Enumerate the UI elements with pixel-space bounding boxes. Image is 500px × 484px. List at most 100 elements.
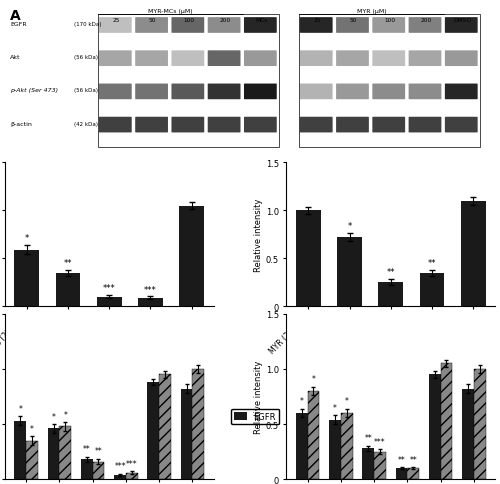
Bar [341, 413, 352, 479]
FancyBboxPatch shape [172, 84, 204, 100]
Text: *: * [52, 412, 56, 421]
Bar [26, 440, 38, 479]
FancyBboxPatch shape [135, 51, 168, 67]
FancyBboxPatch shape [244, 51, 277, 67]
FancyBboxPatch shape [208, 118, 240, 133]
Bar [296, 211, 320, 306]
FancyBboxPatch shape [336, 118, 369, 133]
Legend: EGFR: EGFR [231, 408, 280, 424]
Bar [60, 426, 71, 479]
Text: ***: *** [374, 437, 386, 446]
Text: MCs: MCs [255, 18, 268, 23]
Bar [126, 472, 138, 479]
FancyBboxPatch shape [408, 118, 442, 133]
Text: Akt: Akt [10, 55, 20, 60]
FancyBboxPatch shape [172, 118, 204, 133]
Bar [56, 273, 80, 306]
FancyBboxPatch shape [372, 84, 405, 100]
Text: **: ** [410, 455, 417, 464]
Bar [396, 468, 407, 479]
FancyBboxPatch shape [99, 84, 132, 100]
Bar [374, 452, 386, 479]
Text: DMSO: DMSO [453, 18, 471, 23]
FancyBboxPatch shape [445, 84, 478, 100]
Bar [81, 459, 92, 479]
FancyBboxPatch shape [208, 84, 240, 100]
FancyBboxPatch shape [135, 84, 168, 100]
Text: ***: *** [144, 285, 157, 294]
Text: 100: 100 [384, 18, 395, 23]
Text: **: ** [64, 258, 72, 267]
FancyBboxPatch shape [99, 118, 132, 133]
FancyBboxPatch shape [372, 51, 405, 67]
Text: **: ** [428, 258, 436, 267]
Bar [337, 238, 362, 306]
Text: (42 kDa): (42 kDa) [74, 121, 98, 126]
FancyBboxPatch shape [372, 18, 405, 34]
FancyBboxPatch shape [408, 84, 442, 100]
Text: (56 kDa): (56 kDa) [74, 88, 98, 93]
FancyBboxPatch shape [445, 18, 478, 34]
Bar [114, 475, 126, 479]
Text: **: ** [386, 268, 395, 277]
Text: 50: 50 [148, 18, 156, 23]
Bar [420, 273, 444, 306]
Text: 200: 200 [420, 18, 432, 23]
Y-axis label: Relative intensity: Relative intensity [254, 360, 263, 433]
FancyBboxPatch shape [244, 118, 277, 133]
Text: A: A [10, 9, 20, 23]
Text: β-actin: β-actin [10, 121, 32, 126]
Bar [408, 468, 419, 479]
Bar [181, 389, 192, 479]
Text: **: ** [398, 455, 406, 464]
Text: ***: *** [114, 461, 126, 470]
Text: *: * [30, 424, 34, 433]
Bar [180, 206, 204, 306]
Bar [98, 15, 280, 148]
Text: (170 kDa): (170 kDa) [74, 22, 101, 27]
Text: ***: *** [103, 284, 116, 293]
Bar [429, 375, 440, 479]
FancyBboxPatch shape [372, 118, 405, 133]
Bar [296, 413, 308, 479]
Bar [97, 297, 122, 306]
FancyBboxPatch shape [135, 118, 168, 133]
FancyBboxPatch shape [208, 18, 240, 34]
Bar [474, 369, 486, 479]
FancyBboxPatch shape [99, 51, 132, 67]
Bar [299, 15, 480, 148]
Text: *: * [312, 375, 316, 383]
Text: 50: 50 [350, 18, 357, 23]
Bar [92, 462, 104, 479]
Text: ***: *** [126, 459, 138, 468]
FancyBboxPatch shape [244, 18, 277, 34]
Text: **: ** [94, 447, 102, 455]
FancyBboxPatch shape [300, 51, 332, 67]
FancyBboxPatch shape [135, 18, 168, 34]
Text: *: * [24, 233, 29, 242]
FancyBboxPatch shape [300, 18, 332, 34]
Text: 25: 25 [314, 18, 321, 23]
Text: **: ** [364, 433, 372, 442]
Bar [378, 283, 403, 306]
Bar [362, 448, 374, 479]
Text: 100: 100 [183, 18, 194, 23]
Y-axis label: Relative intensity: Relative intensity [254, 198, 263, 272]
FancyBboxPatch shape [208, 51, 240, 67]
Text: **: ** [83, 444, 90, 454]
Text: *: * [333, 403, 337, 412]
FancyBboxPatch shape [300, 118, 332, 133]
Text: MYR-MCs (μM): MYR-MCs (μM) [148, 9, 193, 15]
FancyBboxPatch shape [244, 84, 277, 100]
FancyBboxPatch shape [172, 18, 204, 34]
Bar [14, 250, 39, 306]
FancyBboxPatch shape [300, 84, 332, 100]
Bar [159, 375, 171, 479]
Bar [329, 420, 341, 479]
Text: (56 kDa): (56 kDa) [74, 55, 98, 60]
Text: *: * [344, 396, 348, 406]
Bar [461, 201, 485, 306]
Text: p-Akt (Ser 473): p-Akt (Ser 473) [10, 88, 58, 93]
FancyBboxPatch shape [336, 18, 369, 34]
Text: 25: 25 [112, 18, 120, 23]
